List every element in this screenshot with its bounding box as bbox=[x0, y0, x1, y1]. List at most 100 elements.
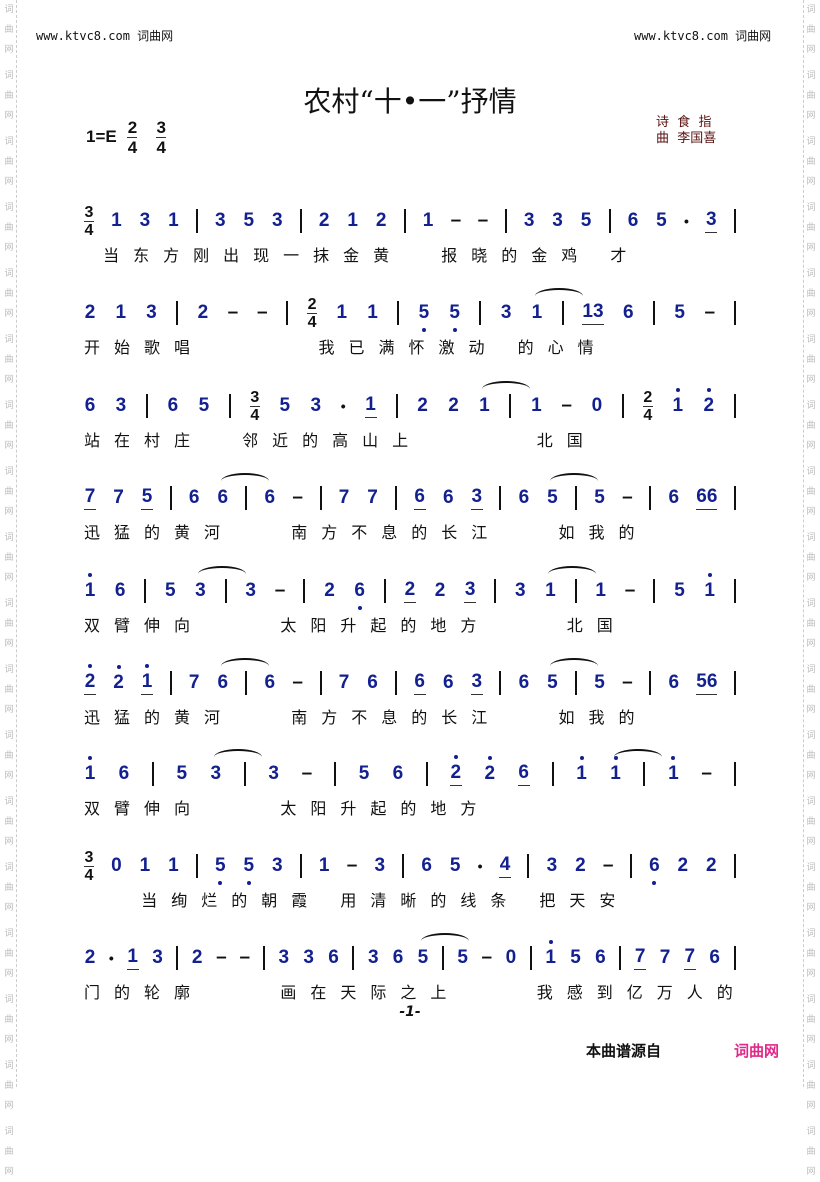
note: 0 bbox=[505, 947, 517, 968]
dash: – bbox=[622, 487, 633, 508]
note: 2 bbox=[703, 388, 715, 417]
notation-row: 2 2 1 7 6 6–7 6 6 6 3 6 5 5–6 56 bbox=[84, 658, 736, 698]
tie-arc bbox=[482, 381, 531, 397]
note: 6 bbox=[217, 658, 269, 694]
note: 3 bbox=[271, 855, 283, 876]
watermark-group: 词曲网 bbox=[4, 863, 14, 913]
note: 5 bbox=[674, 580, 685, 601]
barline bbox=[441, 946, 444, 970]
note: 1 bbox=[141, 664, 154, 695]
barline bbox=[499, 671, 502, 695]
notation-row: 3 4 1 3 1 3 5 3 2 1 2 1– –3 3 5 6 5 • 3 bbox=[84, 203, 736, 239]
note: 1 bbox=[545, 940, 557, 969]
note: 1 bbox=[84, 756, 96, 785]
dash: – bbox=[292, 487, 303, 508]
lyricist: 诗 食 指 bbox=[656, 115, 712, 130]
barline bbox=[643, 762, 646, 786]
note: 2 bbox=[84, 947, 96, 968]
barline bbox=[527, 854, 530, 878]
note: 6 bbox=[167, 395, 179, 416]
high-octave-dot bbox=[707, 573, 712, 577]
watermark-group: 词曲网 bbox=[806, 1127, 816, 1177]
note: 1 bbox=[478, 381, 531, 417]
barline bbox=[653, 579, 656, 603]
note: 2 bbox=[324, 580, 335, 601]
barline bbox=[733, 762, 736, 786]
note: 6 bbox=[622, 302, 634, 323]
watermark-group: 词曲网 bbox=[806, 203, 816, 253]
note: 1 bbox=[595, 580, 606, 601]
barline bbox=[402, 854, 405, 878]
barline bbox=[425, 762, 428, 786]
high-octave-dot bbox=[88, 664, 92, 668]
watermark-group: 词曲网 bbox=[806, 797, 816, 847]
note: 1 bbox=[672, 388, 684, 417]
note: 5 bbox=[449, 855, 461, 876]
tie-arc bbox=[548, 566, 597, 582]
barline bbox=[621, 394, 624, 418]
note: 0 bbox=[111, 855, 122, 876]
note: 5 bbox=[674, 302, 685, 323]
note: 3 bbox=[115, 395, 127, 416]
note: 6 bbox=[392, 947, 404, 968]
note: 6 bbox=[264, 672, 276, 693]
barline bbox=[733, 486, 736, 510]
note: 2 bbox=[449, 755, 462, 786]
watermark-group: 词曲网 bbox=[4, 533, 14, 583]
note: 6 bbox=[421, 855, 432, 876]
high-octave-dot bbox=[145, 664, 150, 668]
note: 1 bbox=[667, 756, 679, 785]
note: 6 bbox=[114, 580, 126, 601]
note: 5 bbox=[656, 210, 667, 231]
barline bbox=[733, 671, 736, 695]
lyrics-line: 双臂伸向 太阳升起的地方 bbox=[84, 799, 491, 818]
note: 5 bbox=[570, 947, 581, 968]
barline bbox=[561, 301, 564, 325]
barline bbox=[499, 486, 502, 510]
note: 1 bbox=[364, 394, 377, 418]
note: 2 bbox=[417, 395, 428, 416]
note: 3 bbox=[367, 947, 379, 968]
watermark-group: 词曲网 bbox=[806, 599, 816, 649]
augmentation-dot: • bbox=[683, 213, 689, 229]
note: 3 bbox=[152, 947, 163, 968]
barline bbox=[299, 854, 302, 878]
lyrics-line: 门的轮廓 画在天际之上 我感到亿万人的 bbox=[84, 983, 747, 1002]
note: 7 bbox=[634, 946, 647, 970]
note: 3 bbox=[210, 749, 262, 785]
dash: – bbox=[450, 210, 462, 231]
barline bbox=[733, 946, 736, 970]
low-octave-dot bbox=[246, 881, 251, 885]
barline bbox=[509, 394, 512, 418]
note: 6 bbox=[118, 763, 130, 784]
ts-bottom: 4 bbox=[156, 138, 166, 157]
note: 5 bbox=[546, 658, 599, 694]
high-octave-dot bbox=[671, 756, 676, 760]
note: 5 bbox=[594, 487, 605, 508]
dash: – bbox=[561, 395, 572, 416]
barline bbox=[733, 394, 736, 418]
barline bbox=[733, 579, 736, 603]
note: 1 bbox=[84, 573, 96, 602]
dash: – bbox=[292, 672, 303, 693]
dash: – bbox=[301, 763, 313, 784]
watermark-group: 词曲网 bbox=[4, 797, 14, 847]
barline bbox=[228, 394, 231, 418]
note: 1 bbox=[347, 210, 358, 231]
barline bbox=[144, 579, 147, 603]
note: 6 bbox=[354, 580, 366, 610]
watermark-group: 词曲网 bbox=[4, 203, 14, 253]
song-title: 农村“十•一”抒情 bbox=[303, 85, 517, 118]
notation-row: 1 6 5 3 3–5 6 2 2 6 1 1 1– bbox=[84, 749, 736, 789]
note: 2 bbox=[84, 664, 96, 695]
notation-row: 6 3 6 5 3 4 5 3 • 1 2 2 1 1–0 2 4 1 2 bbox=[84, 381, 736, 424]
note: 2 bbox=[434, 580, 446, 601]
augmentation-dot: • bbox=[108, 950, 114, 966]
dash: – bbox=[239, 947, 251, 968]
barline bbox=[649, 486, 652, 510]
note: 3 bbox=[374, 855, 386, 876]
note: 1 bbox=[126, 946, 139, 970]
low-octave-dot bbox=[652, 881, 657, 885]
